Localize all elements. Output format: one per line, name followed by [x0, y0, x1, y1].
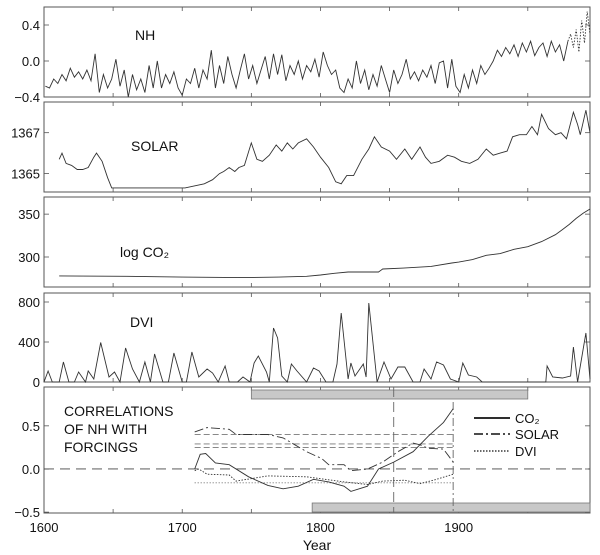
- y-tick-label: 1367: [11, 126, 40, 141]
- panel-dvi: 800 400 0: [18, 292, 591, 390]
- panel-co2: 350 300: [18, 196, 591, 288]
- series-line-dvi: [194, 468, 454, 485]
- y-tick-label: 300: [18, 250, 40, 265]
- panel-frame: [43, 6, 591, 98]
- y-tick-label: 0.5: [22, 419, 40, 434]
- x-tick-label: 1600: [30, 520, 59, 535]
- legend: CO₂ SOLAR DVI: [474, 411, 559, 459]
- y-tick-label: 800: [18, 295, 40, 310]
- y-tick-label: −0.4: [14, 90, 40, 105]
- panel-label-nh: NH: [135, 27, 155, 43]
- series-line-nh-instrumental-: [567, 11, 591, 53]
- period-bar-top: [250, 389, 529, 400]
- y-tick-label: 350: [18, 207, 40, 222]
- panel-frame: [43, 292, 591, 383]
- y-tick-label: 0.0: [22, 54, 40, 69]
- panel-label-dvi: DVI: [130, 314, 153, 330]
- legend-label-solar: SOLAR: [515, 427, 559, 442]
- corr-title-line-2: OF NH WITH: [64, 421, 147, 437]
- y-tick-label: 1365: [11, 167, 40, 182]
- series-line-co2: [194, 408, 454, 492]
- y-tick-label: 400: [18, 335, 40, 350]
- panel-nh: 0.4 0.0 −0.4: [14, 6, 591, 105]
- legend-label-co2: CO₂: [515, 411, 540, 426]
- y-tick-label: 0: [33, 375, 40, 390]
- series-line-log-co2: [59, 208, 591, 279]
- series-line-nh: [45, 39, 569, 98]
- series-line-solar: [58, 110, 591, 189]
- x-tick-label: 1700: [168, 520, 197, 535]
- panel-label-solar: SOLAR: [131, 138, 178, 154]
- panel-label-co2: log CO₂: [120, 244, 169, 260]
- series-line-solar: [194, 427, 454, 472]
- y-tick-label: 0.0: [22, 462, 40, 477]
- panel-solar: 1367 1365: [11, 101, 591, 193]
- corr-title-line-1: CORRELATIONS: [64, 403, 173, 419]
- x-axis-label: Year: [303, 537, 332, 553]
- period-bar-bottom: [311, 502, 591, 513]
- y-tick-label: −0.5: [14, 505, 40, 520]
- corr-title-line-3: FORCINGS: [64, 439, 138, 455]
- y-tick-label: 0.4: [22, 18, 40, 33]
- panel-frame: [43, 386, 591, 514]
- panel-frame: [43, 101, 591, 193]
- series-line-dvi: [43, 302, 591, 384]
- x-tick-label: 1900: [444, 520, 473, 535]
- x-tick-label: 1800: [306, 520, 335, 535]
- panel-frame: [43, 196, 591, 288]
- legend-label-dvi: DVI: [515, 444, 537, 459]
